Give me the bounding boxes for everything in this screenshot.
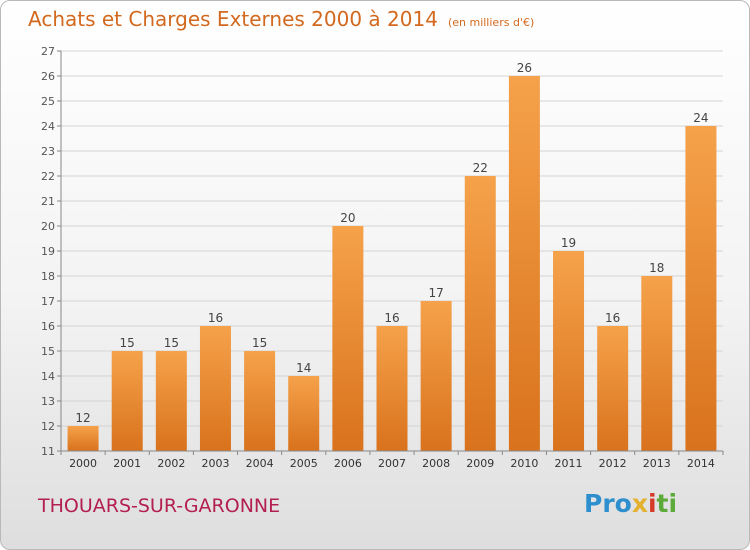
y-axis-ticks: 11 12 13 14 15 16 17 18 19 20 21 22 23 24 25 26 27 (41, 45, 61, 458)
y-tick-label: 11 (41, 445, 55, 458)
bar-value-label: 22 (473, 161, 488, 175)
bar (67, 426, 99, 451)
city-name: THOUARS-SUR-GARONNE (38, 495, 281, 517)
x-tick-label: 2014 (687, 457, 715, 470)
bar-value-label: 26 (517, 61, 532, 75)
x-tick-label: 2008 (422, 457, 450, 470)
y-tick-label: 12 (41, 420, 55, 433)
bar (685, 126, 717, 451)
x-tick-label: 2009 (466, 457, 494, 470)
y-tick-label: 14 (41, 370, 55, 383)
bars: 12 15 15 16 15 14 20 16 17 22 26 19 16 18 24 (67, 61, 717, 451)
bar-value-label: 15 (252, 336, 267, 350)
bar (111, 351, 143, 451)
x-tick-label: 2007 (378, 457, 406, 470)
bar-value-label: 16 (605, 311, 620, 325)
logo-part-1: Pro (584, 489, 632, 518)
logo-part-4: ti (656, 489, 678, 518)
bar-value-label: 15 (120, 336, 135, 350)
x-axis-labels: 2000 2001 2002 2003 2004 2005 2006 2007 2008 2009… (60, 451, 724, 470)
x-tick-label: 2013 (643, 457, 671, 470)
proxiti-logo[interactable]: Proxiti (584, 489, 677, 518)
x-tick-label: 2003 (201, 457, 229, 470)
x-tick-label: 2006 (334, 457, 362, 470)
bar (464, 176, 496, 451)
bar-value-label: 15 (164, 336, 179, 350)
y-tick-label: 18 (41, 270, 55, 283)
chart-title: Achats et Charges Externes 2000 à 2014 (e… (28, 7, 534, 31)
bar (553, 251, 585, 451)
y-tick-label: 17 (41, 295, 55, 308)
y-tick-label: 20 (41, 220, 55, 233)
x-tick-label: 2005 (290, 457, 318, 470)
bar-value-label: 16 (384, 311, 399, 325)
y-tick-label: 16 (41, 320, 55, 333)
y-tick-label: 21 (41, 195, 55, 208)
bar-value-label: 20 (340, 211, 355, 225)
axes (60, 51, 723, 452)
bar-value-label: 19 (561, 236, 576, 250)
bar-value-label: 17 (428, 286, 443, 300)
x-tick-label: 2000 (69, 457, 97, 470)
bar-value-label: 12 (75, 411, 90, 425)
x-tick-label: 2012 (599, 457, 627, 470)
bar (641, 276, 673, 451)
bar (376, 326, 408, 451)
y-tick-label: 22 (41, 170, 55, 183)
y-tick-label: 25 (41, 95, 55, 108)
logo-part-3: i (647, 489, 657, 518)
x-tick-label: 2002 (157, 457, 185, 470)
bar (199, 326, 231, 451)
bar (597, 326, 629, 451)
y-tick-label: 27 (41, 45, 55, 58)
x-tick-label: 2011 (555, 457, 583, 470)
bar (244, 351, 276, 451)
bar-value-label: 14 (296, 361, 311, 375)
chart-subtitle: (en milliers d'€) (447, 16, 535, 29)
bar (332, 226, 364, 451)
y-tick-label: 26 (41, 70, 55, 83)
y-tick-label: 24 (41, 120, 55, 133)
y-tick-label: 13 (41, 395, 55, 408)
bar (155, 351, 187, 451)
chart-title-text: Achats et Charges Externes 2000 à 2014 (28, 7, 438, 31)
x-tick-label: 2004 (246, 457, 274, 470)
bar-value-label: 18 (649, 261, 664, 275)
y-tick-label: 15 (41, 345, 55, 358)
logo-part-2: x (631, 489, 648, 518)
bar (508, 76, 540, 451)
y-tick-label: 19 (41, 245, 55, 258)
bar (288, 376, 320, 451)
bar (420, 301, 452, 451)
bar-value-label: 24 (693, 111, 708, 125)
y-tick-label: 23 (41, 145, 55, 158)
bar-value-label: 16 (208, 311, 223, 325)
x-tick-label: 2001 (113, 457, 141, 470)
x-tick-label: 2010 (510, 457, 538, 470)
